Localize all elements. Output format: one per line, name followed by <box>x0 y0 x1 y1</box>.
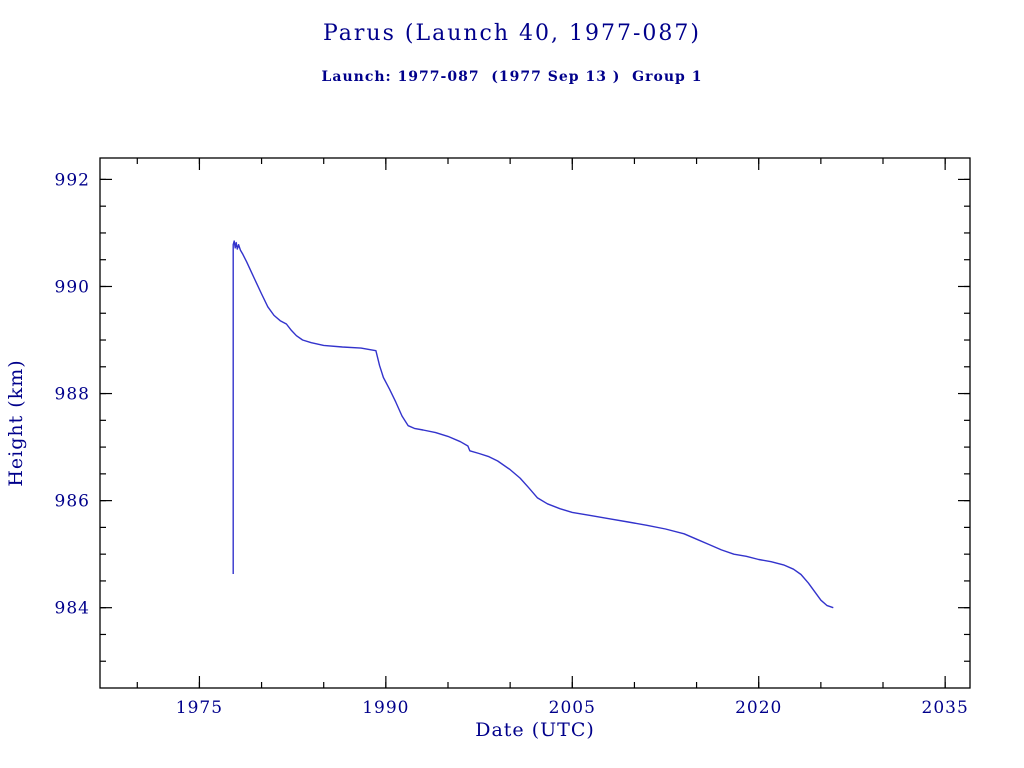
axis-tick-labels: 1975 1990 2005 2020 2035 984 986 988 990 992 <box>55 170 969 718</box>
height-series-line <box>232 240 834 609</box>
x-tick-label: 2020 <box>735 698 782 718</box>
x-tick-label: 1975 <box>176 698 223 718</box>
x-axis-label: Date (UTC) <box>475 719 595 741</box>
series-polyline <box>232 240 834 609</box>
y-tick-label: 984 <box>55 599 90 619</box>
plot-frame <box>99 157 971 689</box>
y-axis-label: Height (km) <box>5 359 27 486</box>
x-tick-label: 2005 <box>549 698 596 718</box>
chart-subtitle: Launch: 1977-087 (1977 Sep 13 ) Group 1 <box>322 69 703 85</box>
axis-ticks <box>100 158 970 688</box>
x-tick-label: 2035 <box>922 698 969 718</box>
chart-title: Parus (Launch 40, 1977-087) <box>323 21 701 46</box>
x-tick-label: 1990 <box>362 698 409 718</box>
y-tick-label: 992 <box>55 170 90 190</box>
y-tick-label: 988 <box>55 385 90 405</box>
y-tick-label: 990 <box>55 277 90 297</box>
y-tick-label: 986 <box>55 492 90 512</box>
